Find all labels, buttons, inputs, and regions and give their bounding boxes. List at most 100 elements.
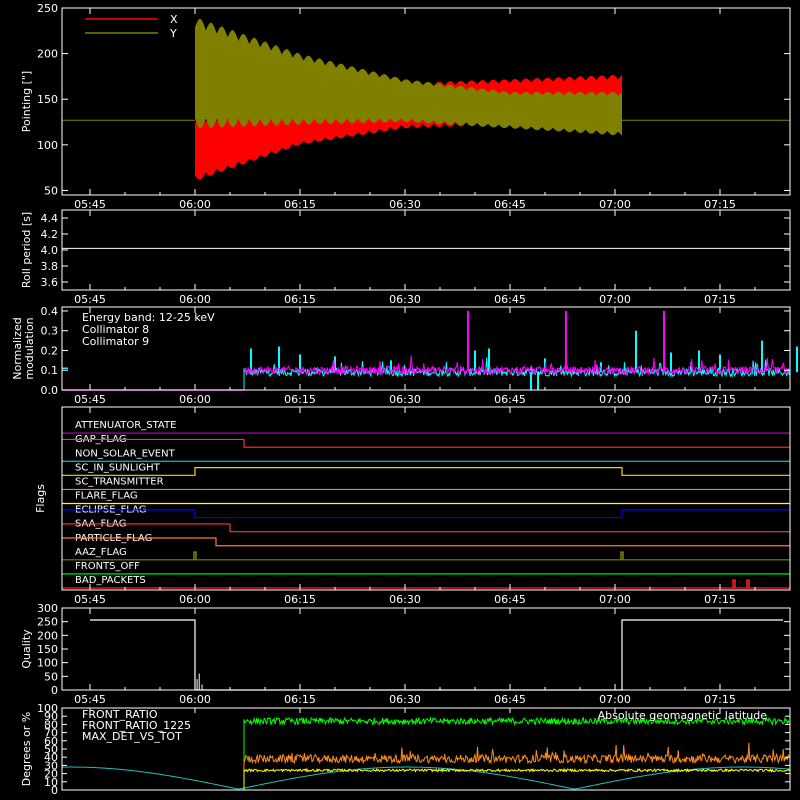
flag-label-aaz-flag: AAZ_FLAG — [75, 547, 127, 558]
ratios-trace-max-det-vs-tot — [243, 742, 790, 790]
flag-line-eclipse-flag — [62, 509, 790, 519]
pointing-ytick-label: 150 — [37, 93, 58, 106]
roll-xtick-label: 07:15 — [704, 293, 736, 306]
quality-ytick-label: 200 — [37, 629, 58, 642]
pointing-xtick-label: 07:15 — [704, 198, 736, 211]
ratios-ytick-label: 60 — [44, 735, 58, 748]
modulation-xtick-label: 06:15 — [284, 393, 316, 406]
ratios-ytick-label: 100 — [37, 702, 58, 715]
ratios-ytick-label: 90 — [44, 710, 58, 723]
flags-xtick-label: 06:30 — [389, 593, 421, 606]
roll-frame — [61, 209, 791, 291]
roll-xtick-label: 06:30 — [389, 293, 421, 306]
modulation-legend-col8: Collimator 8 — [82, 323, 149, 336]
quality-xtick-label: 06:15 — [284, 693, 316, 706]
modulation-frame — [61, 306, 791, 391]
modulation-ytick-label: 0.0 — [41, 384, 59, 397]
ratios-ylabel: Degrees or % — [20, 712, 33, 786]
ratios-legend-max-det-vs-tot: MAX_DET_VS_TOT — [82, 730, 182, 743]
pointing-xtick-label: 07:00 — [599, 198, 631, 211]
modulation-xtick-label: 06:45 — [494, 393, 526, 406]
quality-ytick-label: 150 — [37, 643, 58, 656]
modulation-xtick-label: 06:00 — [179, 393, 211, 406]
quality-ytick-label: 100 — [37, 657, 58, 670]
pointing-legend-label-y: Y — [169, 27, 177, 40]
roll-xtick-label: 06:00 — [179, 293, 211, 306]
flag-label-fronts-off: FRONTS_OFF — [75, 561, 140, 572]
pointing-xtick-label: 05:45 — [74, 198, 106, 211]
quality-xtick-label: 05:45 — [74, 693, 106, 706]
modulation-ytick-label: 0.4 — [41, 305, 59, 318]
quality-xtick-label: 06:30 — [389, 693, 421, 706]
quality-ytick-label: 50 — [44, 670, 58, 683]
quality-frame — [61, 607, 791, 691]
pointing-ytick-label: 50 — [44, 184, 58, 197]
flag-pulse — [193, 551, 197, 560]
flag-line-sc-in-sunlight — [62, 466, 790, 476]
pointing-legend-label-x: X — [170, 13, 178, 26]
modulation-ytick-label: 0.2 — [41, 344, 59, 357]
modulation-trace-col9 — [243, 355, 790, 377]
pointing-frame — [61, 7, 791, 196]
flag-pulse — [746, 579, 750, 588]
flag-pulse — [732, 579, 736, 588]
roll-xtick-label: 05:45 — [74, 293, 106, 306]
flag-line-particle-flag — [62, 537, 790, 547]
ratios-ytick-label: 20 — [44, 768, 58, 781]
flags-xtick-label: 06:45 — [494, 593, 526, 606]
quality-xtick-label: 06:00 — [179, 693, 211, 706]
modulation-xtick-label: 05:45 — [74, 393, 106, 406]
roll-xtick-label: 06:15 — [284, 293, 316, 306]
flag-label-attenuator-state: ATTENUATOR_STATE — [75, 420, 176, 431]
pointing-xtick-label: 06:15 — [284, 198, 316, 211]
ratios-ytick-label: 30 — [44, 759, 58, 772]
flags-xtick-label: 06:15 — [284, 593, 316, 606]
flags-xtick-label: 06:00 — [179, 593, 211, 606]
pointing-xtick-label: 06:45 — [494, 198, 526, 211]
modulation-legend-col9: Collimator 9 — [82, 335, 149, 348]
quality-xtick-label: 06:45 — [494, 693, 526, 706]
pointing-y-band — [195, 18, 622, 136]
flags-ylabel: Flags — [34, 484, 47, 513]
ratios-ytick-label: 40 — [44, 751, 58, 764]
flag-pulse — [620, 551, 624, 560]
modulation-xtick-label: 06:30 — [389, 393, 421, 406]
flag-line-gap-flag — [62, 438, 790, 448]
pointing-ylabel: Pointing ["] — [20, 71, 33, 132]
ratios-ytick-label: 0 — [51, 784, 58, 797]
ratios-geomag-latitude — [61, 766, 791, 790]
flags-xtick-label: 07:15 — [704, 593, 736, 606]
modulation-ylabel: Normalized — [11, 317, 24, 379]
roll-ytick-label: 4.2 — [41, 228, 59, 241]
modulation-panel: 0.0 0.1 0.2 0.3 0.4 05:45 06:00 06:15 06:30 06:45… — [11, 305, 798, 406]
flags-xtick-label: 07:00 — [599, 593, 631, 606]
roll-ytick-label: 3.8 — [41, 260, 59, 273]
modulation-legend-title: Energy band: 12-25 keV — [82, 311, 215, 324]
flag-line-saa-flag — [62, 523, 790, 533]
roll-ytick-label: 3.6 — [41, 276, 59, 289]
flag-label-non-solar-event: NON_SOLAR_EVENT — [75, 448, 176, 459]
modulation-ytick-label: 0.1 — [41, 364, 59, 377]
flags-panel: ATTENUATOR_STATEGAP_FLAGNON_SOLAR_EVENTS… — [34, 406, 791, 606]
flags-xtick-label: 05:45 — [74, 593, 106, 606]
ratios-legend-front-ratio-1225: FRONT_RATIO_1225 — [82, 719, 191, 732]
quality-ylabel: Quality — [20, 629, 33, 669]
pointing-panel: 50 100 150 200 250 05:45 06:00 06:15 06:30 06:45 0… — [20, 2, 791, 211]
flag-label-flare-flag: FLARE_FLAG — [75, 491, 138, 502]
roll-ytick-label: 4.4 — [41, 212, 59, 225]
ratios-trace-front-ratio-1225 — [243, 715, 790, 790]
ratios-ytick-label: 70 — [44, 727, 58, 740]
ratios-ytick-label: 80 — [44, 718, 58, 731]
pointing-xtick-label: 06:30 — [389, 198, 421, 211]
quality-ytick-label: 300 — [37, 602, 58, 615]
modulation-xtick-label: 07:00 — [599, 393, 631, 406]
ratios-legend-geomag: Absolute geomagnetic latitude — [598, 709, 768, 722]
flag-label-sc-transmitter: SC_TRANSMITTER — [75, 476, 164, 487]
pointing-xtick-label: 06:00 — [179, 198, 211, 211]
ratios-trace-front-ratio — [243, 767, 790, 790]
roll-ytick-label: 4.0 — [41, 244, 59, 257]
modulation-ylabel: modulation — [23, 317, 36, 379]
